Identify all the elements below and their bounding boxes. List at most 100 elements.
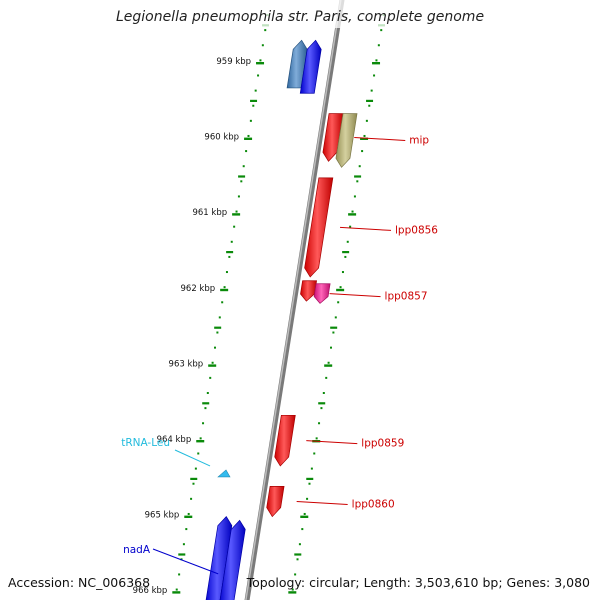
left-scale-track-dot <box>175 588 178 591</box>
left-scale-track-dot <box>223 286 226 289</box>
gene-arrow-mip <box>322 113 344 162</box>
right-scale-track-dot <box>365 119 368 122</box>
gene-arrow-feature <box>335 113 358 168</box>
left-scale-track-dot <box>185 528 188 531</box>
left-scale-track-dot <box>257 74 260 77</box>
gene-arrow-feature <box>286 39 308 89</box>
major-tick <box>288 591 297 594</box>
right-scale-track-dot <box>337 301 340 304</box>
right-scale-track-dot <box>332 331 335 334</box>
major-tick <box>372 62 381 65</box>
trna-mark <box>217 469 231 478</box>
major-tick <box>360 137 369 140</box>
right-scale-track-dot <box>375 59 378 62</box>
left-scale-track-dot <box>209 376 212 379</box>
right-scale-track-dot <box>363 134 366 137</box>
right-scale-track-dot <box>313 452 316 455</box>
right-scale-track-tick <box>342 251 350 254</box>
left-scale-track-dot <box>254 89 257 92</box>
leader-line-lpp0859 <box>306 440 358 445</box>
title-backdrop <box>0 0 600 28</box>
right-scale-track-dot <box>344 255 347 258</box>
leader-line-mip <box>354 136 406 141</box>
right-scale-track-dot <box>298 543 301 546</box>
right-scale-track-dot <box>361 150 364 153</box>
left-scale-track-dot <box>247 134 250 137</box>
right-scale-track-dot <box>358 165 361 168</box>
right-scale-track-dot <box>370 89 373 92</box>
left-scale-track-dot <box>235 210 238 213</box>
left-scale-track-tick <box>226 251 234 254</box>
backbone-highlight <box>245 0 342 600</box>
scale-label: 962 kbp <box>181 284 216 294</box>
left-scale-track-dot <box>187 512 190 515</box>
left-scale-track-dot <box>197 452 200 455</box>
right-scale-track-dot <box>308 482 311 485</box>
gene-arrow-feature <box>300 280 317 302</box>
right-scale-track-tick <box>330 326 338 329</box>
left-scale-track-dot <box>240 180 243 183</box>
major-tick <box>208 364 217 367</box>
genome-stats-label: Topology: circular; Length: 3,503,610 bp… <box>246 575 590 590</box>
major-tick <box>196 440 205 443</box>
feature-label-lpp0860: lpp0860 <box>352 498 395 510</box>
right-scale-track-dot <box>322 392 325 394</box>
left-scale-track-dot <box>225 271 228 274</box>
feature-label-trna-leu: tRNA-Leu <box>121 437 170 449</box>
gene-arrow-lpp0857 <box>313 283 331 304</box>
gene-arrow-lpp0856 <box>304 177 334 278</box>
leader-line-lpp0860 <box>296 500 348 505</box>
left-scale-track-tick <box>214 326 222 329</box>
right-scale-track-dot <box>325 376 328 379</box>
backbone-line <box>244 0 345 600</box>
scale-label: 961 kbp <box>192 208 227 218</box>
feature-label-lpp0856: lpp0856 <box>395 224 438 236</box>
right-scale-track-dot <box>296 558 299 561</box>
major-tick <box>172 591 181 594</box>
left-scale-track-dot <box>261 44 264 47</box>
right-scale-track-dot <box>320 407 323 410</box>
major-tick <box>336 288 345 292</box>
left-scale-track-dot <box>264 29 267 32</box>
trna-leader-line <box>174 449 211 467</box>
right-scale-track-dot <box>315 437 318 440</box>
right-scale-track-tick <box>366 99 374 102</box>
scale-label: 963 kbp <box>169 359 204 369</box>
feature-label-mip: mip <box>409 134 429 146</box>
left-scale-track-dot <box>211 361 214 364</box>
left-scale-track-dot <box>204 407 207 410</box>
left-scale-track-dot <box>190 497 193 500</box>
major-tick <box>220 288 229 292</box>
feature-label-lpp0857: lpp0857 <box>385 291 428 303</box>
left-scale-track-dot <box>202 422 205 425</box>
right-scale-track-dot <box>351 210 354 213</box>
accession-label: Accession: NC_006368 <box>8 575 151 590</box>
left-scale-track-dot <box>206 392 209 394</box>
left-scale-track-dot <box>214 346 217 349</box>
right-scale-track-dot <box>306 497 309 500</box>
right-scale-track-tick <box>354 175 362 178</box>
left-scale-track-dot <box>199 437 202 440</box>
left-scale-track-tick <box>202 402 210 405</box>
left-scale-track-dot <box>237 195 240 198</box>
gene-arrow-feature <box>205 516 233 600</box>
scale-label: 965 kbp <box>145 511 180 521</box>
right-scale-track-tick <box>306 477 314 480</box>
scale-label: 964 kbp <box>157 435 192 445</box>
left-scale-track-dot <box>249 119 252 122</box>
left-scale-track-dot <box>182 543 185 546</box>
leader-line-lpp0856 <box>339 226 392 231</box>
left-scale-track-dot <box>252 104 255 107</box>
major-tick <box>300 515 309 518</box>
map-title: Legionella pneumophila str. Paris, compl… <box>115 9 485 25</box>
scale-label: 966 kbp <box>133 586 168 596</box>
feature-label-lpp0859: lpp0859 <box>361 438 404 450</box>
gene-arrow-feature <box>299 39 322 94</box>
left-scale-track-dot <box>230 240 233 243</box>
scale-label: 959 kbp <box>216 57 251 67</box>
left-scale-track-dot <box>218 316 221 319</box>
right-scale-track-dot <box>301 528 304 531</box>
gene-arrow-lpp0859 <box>274 414 296 467</box>
right-scale-track-dot <box>327 361 330 364</box>
